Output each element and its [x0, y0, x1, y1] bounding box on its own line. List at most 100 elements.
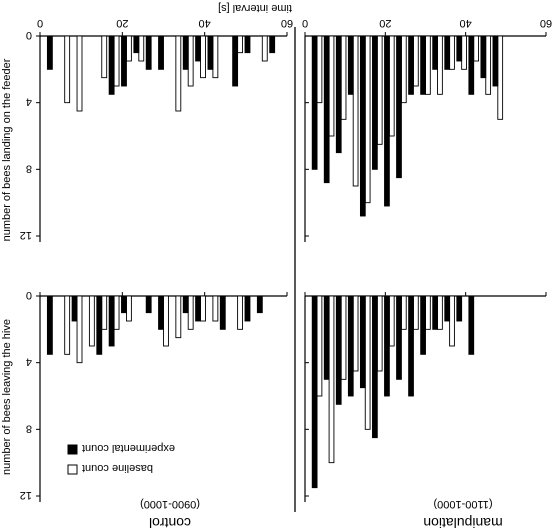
bar-experimental-control-landing: [121, 35, 127, 87]
y-tick-label-control-landing: 8: [26, 162, 32, 174]
bar-baseline-manipulation-leaving: [376, 295, 383, 372]
bar-baseline-manipulation-leaving: [328, 295, 335, 464]
bar-baseline-manipulation-leaving: [449, 295, 455, 347]
bar-baseline-control-landing: [200, 35, 206, 79]
bar-experimental-manipulation-leaving: [396, 295, 402, 380]
bar-experimental-manipulation-leaving: [444, 295, 451, 322]
legend-baseline-swatch: [67, 464, 78, 475]
bar-baseline-manipulation-landing: [364, 35, 371, 204]
bar-experimental-control-landing: [207, 35, 214, 70]
bar-baseline-manipulation-landing: [449, 35, 455, 70]
bar-experimental-manipulation-leaving: [372, 295, 378, 439]
bar-experimental-control-landing: [195, 35, 201, 62]
x-tick-label-control-landing: 40: [199, 17, 211, 29]
bar-experimental-control-leaving: [121, 295, 127, 314]
bar-baseline-control-leaving: [212, 295, 219, 322]
legend-baseline-label: baseline count: [82, 462, 153, 474]
bar-baseline-control-leaving: [187, 295, 194, 330]
bar-experimental-control-leaving: [244, 295, 251, 322]
legend-experimental-swatch: [67, 444, 78, 455]
y-tick-label-control-landing: 0: [26, 29, 32, 41]
bar-experimental-manipulation-leaving: [323, 295, 330, 380]
bar-experimental-control-landing: [108, 35, 115, 95]
bar-baseline-manipulation-landing: [461, 35, 467, 70]
bar-baseline-manipulation-leaving: [400, 295, 407, 330]
bar-baseline-manipulation-landing: [352, 35, 359, 187]
bar-experimental-manipulation-leaving: [456, 295, 463, 322]
bar-baseline-manipulation-leaving: [352, 295, 359, 372]
bar-experimental-manipulation-landing: [456, 35, 463, 62]
bar-experimental-manipulation-landing: [492, 35, 499, 87]
bar-experimental-control-leaving: [96, 295, 103, 355]
bar-baseline-control-landing: [212, 35, 219, 79]
bar-experimental-manipulation-landing: [396, 35, 402, 179]
bar-experimental-manipulation-leaving: [432, 295, 439, 330]
bar-experimental-manipulation-landing: [468, 35, 475, 95]
bar-experimental-control-landing: [182, 35, 189, 70]
bar-experimental-control-landing: [269, 35, 276, 54]
x-tick-label-manipulation-landing: 40: [460, 17, 472, 29]
bar-experimental-manipulation-leaving: [468, 295, 475, 355]
bar-baseline-manipulation-landing: [425, 35, 431, 95]
bar-experimental-control-leaving: [182, 295, 189, 314]
bar-baseline-control-leaving: [163, 295, 169, 347]
bar-baseline-manipulation-landing: [473, 35, 479, 62]
bar-baseline-control-landing: [187, 35, 194, 87]
bar-baseline-manipulation-leaving: [316, 295, 323, 397]
legend-experimental-label: experimental count: [82, 442, 175, 454]
bar-baseline-control-leaving: [64, 295, 71, 355]
bar-baseline-control-leaving: [101, 295, 108, 330]
bar-baseline-manipulation-leaving: [340, 295, 347, 380]
bar-baseline-control-landing: [101, 35, 108, 79]
bar-experimental-manipulation-leaving: [347, 295, 354, 397]
bar-baseline-manipulation-landing: [413, 35, 419, 87]
bar-experimental-control-landing: [46, 35, 53, 70]
bar-experimental-manipulation-landing: [323, 35, 330, 184]
bar-experimental-manipulation-landing: [408, 35, 414, 95]
bar-experimental-manipulation-landing: [372, 35, 378, 170]
bar-experimental-manipulation-landing: [444, 35, 451, 70]
bar-experimental-control-leaving: [108, 295, 115, 347]
bar-baseline-control-landing: [237, 35, 243, 54]
x-axis-title: time interval [s]: [218, 2, 292, 14]
bar-experimental-control-leaving: [158, 295, 164, 330]
y-axis-title-top: number of bees landing on the feeder: [1, 58, 13, 241]
bar-experimental-control-landing: [145, 35, 152, 70]
bar-baseline-control-landing: [113, 35, 120, 87]
bar-experimental-control-leaving: [71, 295, 78, 322]
bar-experimental-manipulation-landing: [420, 35, 426, 95]
x-tick-label-control-landing: 0: [37, 17, 43, 29]
bar-baseline-manipulation-landing: [497, 35, 504, 120]
bar-experimental-control-landing: [232, 35, 239, 87]
bar-experimental-control-leaving: [256, 295, 263, 314]
bar-experimental-control-leaving: [46, 295, 53, 355]
bar-baseline-control-landing: [261, 35, 268, 62]
bar-baseline-control-landing: [175, 35, 182, 112]
bar-baseline-control-leaving: [88, 295, 95, 347]
bar-baseline-control-landing: [126, 35, 132, 62]
y-tick-label-control-leaving: 12: [20, 489, 32, 501]
bar-experimental-manipulation-landing: [335, 35, 342, 154]
bar-baseline-manipulation-landing: [328, 35, 335, 137]
bar-experimental-manipulation-landing: [384, 35, 390, 207]
bar-experimental-manipulation-leaving: [408, 295, 414, 397]
bar-baseline-control-leaving: [237, 295, 243, 330]
bar-baseline-control-landing: [64, 35, 71, 104]
bar-experimental-manipulation-leaving: [359, 295, 366, 389]
bar-baseline-manipulation-landing: [437, 35, 443, 95]
bar-experimental-manipulation-landing: [359, 35, 366, 217]
panel-title-control: control: [149, 515, 191, 531]
bar-baseline-manipulation-leaving: [413, 295, 419, 330]
bar-experimental-manipulation-leaving: [335, 295, 342, 405]
bar-baseline-control-landing: [76, 35, 83, 112]
bar-baseline-manipulation-landing: [388, 35, 395, 137]
y-tick-label-control-landing: 12: [20, 229, 32, 241]
x-tick-label-manipulation-landing: 0: [302, 17, 308, 29]
y-tick-label-control-leaving: 0: [26, 289, 32, 301]
bar-experimental-manipulation-leaving: [420, 295, 426, 355]
bar-experimental-manipulation-landing: [311, 35, 318, 170]
bar-experimental-manipulation-leaving: [311, 295, 318, 489]
bar-baseline-control-leaving: [200, 295, 206, 322]
